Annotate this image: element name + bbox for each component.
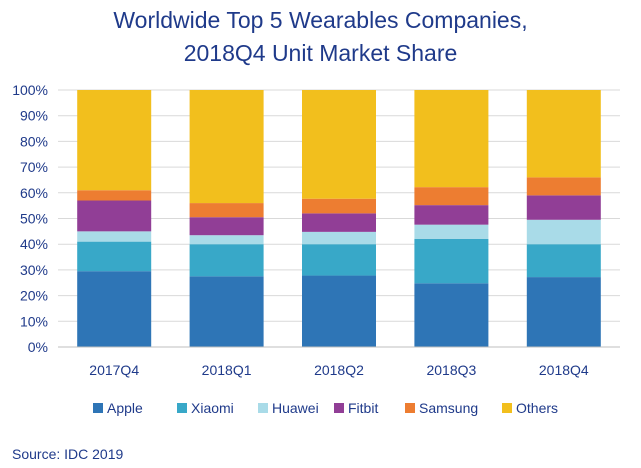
y-tick-label: 60%: [20, 185, 48, 201]
bar-segment-fitbit: [302, 213, 376, 232]
legend-label-samsung: Samsung: [419, 400, 478, 416]
bar-segment-samsung: [189, 203, 264, 218]
legend-swatch-apple: [93, 403, 103, 413]
bar-segment-huawei: [189, 235, 264, 245]
y-tick-label: 80%: [20, 133, 48, 149]
y-tick-label: 70%: [20, 159, 48, 175]
bar-segment-apple: [526, 277, 601, 347]
legend-swatch-xiaomi: [177, 403, 187, 413]
bar-segment-xiaomi: [189, 244, 264, 277]
bar-segment-others: [189, 90, 264, 204]
bar-segment-fitbit: [526, 195, 601, 220]
bar-segment-samsung: [414, 187, 489, 206]
bar-segment-xiaomi: [526, 244, 601, 278]
legend-label-huawei: Huawei: [272, 400, 319, 416]
y-tick-label: 100%: [12, 82, 48, 98]
legend-label-fitbit: Fitbit: [348, 400, 378, 416]
bar-segment-samsung: [302, 198, 376, 214]
y-tick-label: 10%: [20, 313, 48, 329]
bar-segment-others: [302, 90, 376, 199]
legend-swatch-samsung: [405, 403, 415, 413]
bar-segment-samsung: [77, 190, 152, 201]
legend-label-others: Others: [516, 400, 558, 416]
bar-segment-apple: [189, 276, 264, 347]
y-tick-label: 0%: [28, 339, 48, 355]
bar-segment-apple: [302, 275, 376, 347]
source-note: Source: IDC 2019: [12, 446, 124, 462]
bar-segment-apple: [77, 271, 152, 347]
bar-segment-xiaomi: [414, 238, 489, 284]
bar-segment-xiaomi: [302, 244, 376, 276]
x-tick-label: 2018Q1: [202, 362, 252, 378]
legend-swatch-huawei: [258, 403, 268, 413]
y-tick-label: 40%: [20, 236, 48, 252]
bar-segment-xiaomi: [77, 241, 152, 272]
y-tick-label: 50%: [20, 211, 48, 227]
y-tick-label: 30%: [20, 262, 48, 278]
bar-segment-others: [414, 90, 489, 188]
legend-swatch-fitbit: [334, 403, 344, 413]
chart-title: Worldwide Top 5 Wearables Companies, 201…: [0, 4, 641, 70]
x-tick-label: 2018Q3: [426, 362, 476, 378]
x-tick-label: 2017Q4: [89, 362, 139, 378]
y-tick-label: 90%: [20, 108, 48, 124]
bar-segment-huawei: [302, 231, 376, 245]
x-tick-label: 2018Q2: [314, 362, 364, 378]
bar-segment-fitbit: [189, 217, 264, 236]
y-tick-label: 20%: [20, 288, 48, 304]
chart-title-line-2: 2018Q4 Unit Market Share: [183, 40, 458, 66]
stacked-bar-chart: 0% 10% 20% 30% 40% 50% 60% 70% 80% 90% 100% 2017Q4 2…: [12, 82, 620, 416]
bar-segment-fitbit: [414, 205, 489, 225]
bar-segment-huawei: [526, 219, 601, 245]
legend-label-xiaomi: Xiaomi: [191, 400, 234, 416]
bar-segment-others: [526, 90, 601, 178]
chart-title-line-1: Worldwide Top 5 Wearables Companies,: [113, 7, 528, 33]
legend-label-apple: Apple: [107, 400, 143, 416]
bar-segment-apple: [414, 283, 489, 347]
bar-segment-samsung: [526, 177, 601, 196]
bar-segment-huawei: [414, 224, 489, 239]
x-tick-label: 2018Q4: [539, 362, 589, 378]
bar-segment-fitbit: [77, 200, 152, 232]
bar-segment-huawei: [77, 231, 152, 242]
bar-segment-others: [77, 90, 152, 191]
legend-swatch-others: [502, 403, 512, 413]
